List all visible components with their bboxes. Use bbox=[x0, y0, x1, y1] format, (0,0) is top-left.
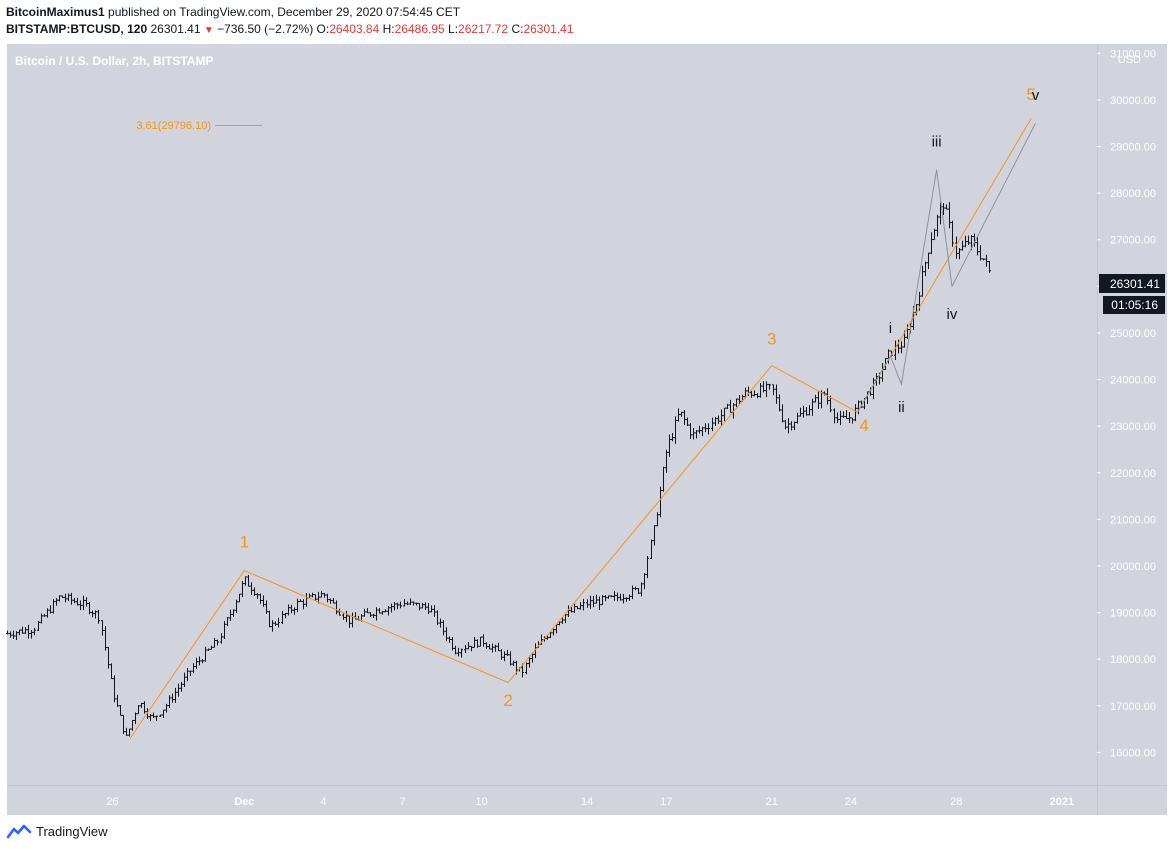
price-change: −736.50 (−2.72%) bbox=[217, 22, 314, 36]
close-label: C: bbox=[511, 22, 524, 36]
footer-brand[interactable]: TradingView bbox=[36, 823, 108, 839]
wave-label: i bbox=[889, 320, 892, 337]
y-tick-label: 25000.00 bbox=[1110, 328, 1156, 340]
x-tick-label: 17 bbox=[660, 796, 672, 808]
y-tick-label: 24000.00 bbox=[1110, 375, 1156, 387]
y-tick-label: 21000.00 bbox=[1110, 514, 1156, 526]
high-value: 26486.95 bbox=[394, 22, 445, 36]
low-label: L: bbox=[448, 22, 459, 36]
open-value: 26403.84 bbox=[329, 22, 380, 36]
footer: TradingView bbox=[6, 823, 108, 839]
plot-background bbox=[7, 44, 1097, 785]
x-tick-label: 28 bbox=[950, 796, 962, 808]
wave-label: ii bbox=[898, 399, 905, 416]
wave-label: iii bbox=[932, 134, 942, 151]
y-tick-label: 22000.00 bbox=[1110, 468, 1156, 480]
x-tick-label: Dec bbox=[234, 796, 254, 808]
y-tick-label: 27000.00 bbox=[1110, 235, 1156, 247]
countdown-tag bbox=[1103, 296, 1165, 314]
fib-label: 3.61(29796.10) bbox=[136, 120, 211, 132]
x-tick-label: 10 bbox=[476, 796, 488, 808]
y-tick-label: 30000.00 bbox=[1110, 95, 1156, 107]
x-tick-label: 26 bbox=[106, 796, 118, 808]
tradingview-logo-icon[interactable] bbox=[6, 823, 32, 839]
y-tick-label: 17000.00 bbox=[1110, 701, 1156, 713]
wave-label: 3 bbox=[767, 330, 776, 349]
annotations: 3.61(29796.10) bbox=[136, 120, 262, 132]
close-value: 26301.41 bbox=[523, 22, 574, 36]
last-price: 26301.41 bbox=[150, 22, 201, 36]
last-price-tag-text: 26301.41 bbox=[1110, 277, 1160, 291]
low-value: 26217.72 bbox=[458, 22, 509, 36]
y-tick-label: 31000.00 bbox=[1110, 48, 1156, 60]
ohlc-legend: BITSTAMP:BTCUSD, 120 26301.41 ▼ −736.50 … bbox=[6, 22, 574, 36]
y-tick-label: 28000.00 bbox=[1110, 188, 1156, 200]
x-tick-label: 14 bbox=[581, 796, 593, 808]
countdown-tag-text: 01:05:16 bbox=[1111, 298, 1158, 312]
time-axis[interactable]: 26 Dec 4 7 10 14 17 21 24 28 2021 bbox=[106, 796, 1074, 808]
wave-line bbox=[857, 122, 1036, 413]
high-label: H: bbox=[382, 22, 395, 36]
y-tick-label: 19000.00 bbox=[1110, 608, 1156, 620]
wave-label: 5 bbox=[1026, 85, 1035, 104]
y-tick-label: 23000.00 bbox=[1110, 421, 1156, 433]
wave-label: 2 bbox=[503, 691, 512, 710]
chart-title: Bitcoin / U.S. Dollar, 2h, BITSTAMP bbox=[15, 54, 213, 68]
wave-label: iv bbox=[947, 306, 958, 323]
x-tick-label: 7 bbox=[400, 796, 406, 808]
wave-label: 4 bbox=[859, 416, 868, 435]
price-tags: 26301.41 01:05:16 bbox=[1099, 274, 1165, 314]
x-tick-label: 24 bbox=[845, 796, 857, 808]
publication-info: BitcoinMaximus1 published on TradingView… bbox=[6, 5, 460, 19]
price-axis-background bbox=[1097, 44, 1167, 785]
y-tick-label: 18000.00 bbox=[1110, 654, 1156, 666]
wave-label: v bbox=[1032, 87, 1040, 104]
x-tick-label: 2021 bbox=[1050, 796, 1074, 808]
published-text: published on TradingView.com, December 2… bbox=[108, 5, 461, 19]
x-tick-label: 21 bbox=[766, 796, 778, 808]
candles bbox=[6, 202, 991, 737]
y-tick-label: 20000.00 bbox=[1110, 561, 1156, 573]
last-price-tag bbox=[1099, 274, 1165, 293]
symbol-label: BITSTAMP:BTCUSD, 120 bbox=[6, 22, 148, 36]
y-tick-label: 29000.00 bbox=[1110, 142, 1156, 154]
wave-label: 1 bbox=[240, 532, 249, 551]
y-tick-label: 16000.00 bbox=[1110, 747, 1156, 759]
down-arrow-icon: ▼ bbox=[203, 25, 214, 36]
time-axis-background bbox=[7, 785, 1167, 815]
x-tick-label: 4 bbox=[320, 796, 326, 808]
author-name[interactable]: BitcoinMaximus1 bbox=[6, 5, 105, 19]
currency-label: USD bbox=[1118, 54, 1141, 66]
open-label: O: bbox=[316, 22, 330, 36]
